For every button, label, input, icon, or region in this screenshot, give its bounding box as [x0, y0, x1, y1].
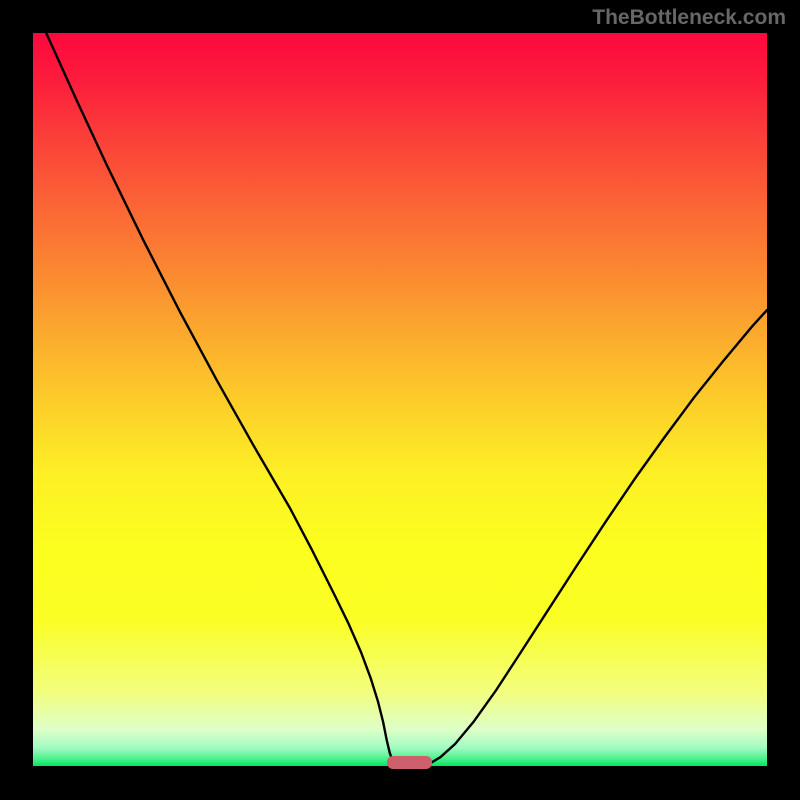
curve-left-branch — [46, 33, 400, 766]
watermark-text: TheBottleneck.com — [592, 6, 786, 30]
plot-area — [33, 33, 767, 766]
curves-layer — [33, 33, 767, 766]
curve-right-branch — [422, 310, 767, 766]
bottleneck-marker — [387, 756, 433, 769]
chart-frame: TheBottleneck.com — [0, 0, 800, 800]
